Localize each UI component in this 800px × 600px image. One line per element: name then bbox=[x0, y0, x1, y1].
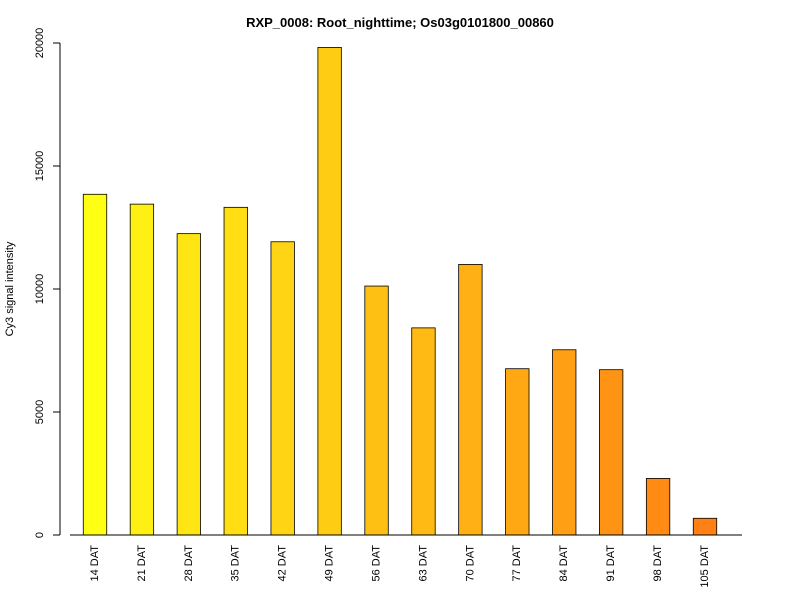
x-tick-label: 98 DAT bbox=[652, 545, 664, 582]
y-tick-label: 10000 bbox=[34, 274, 46, 305]
bar-28-dat bbox=[176, 233, 201, 536]
bar-70-dat bbox=[458, 263, 483, 536]
bar-63-dat bbox=[411, 327, 436, 536]
x-tick-label: 35 DAT bbox=[230, 545, 242, 582]
y-tick-label: 20000 bbox=[34, 28, 46, 59]
y-tick-label: 0 bbox=[34, 532, 46, 538]
x-tick-label: 105 DAT bbox=[699, 545, 711, 588]
bar-21-dat bbox=[129, 203, 155, 536]
chart-title: RXP_0008: Root_nighttime; Os03g0101800_0… bbox=[246, 15, 554, 30]
y-tick-label: 15000 bbox=[34, 151, 46, 182]
bar-98-dat bbox=[645, 478, 671, 536]
bar-105-dat bbox=[692, 517, 718, 536]
x-tick-label: 21 DAT bbox=[136, 545, 148, 582]
x-tick-label: 91 DAT bbox=[605, 545, 617, 582]
x-tick-label: 77 DAT bbox=[511, 545, 523, 582]
x-tick-label: 63 DAT bbox=[417, 545, 429, 582]
x-tick-label: 49 DAT bbox=[324, 545, 336, 582]
x-tick-label: 14 DAT bbox=[89, 545, 101, 582]
x-tick-label: 28 DAT bbox=[183, 545, 195, 582]
x-tick-label: 56 DAT bbox=[370, 545, 382, 582]
bar-77-dat bbox=[505, 368, 530, 536]
y-tick-label: 5000 bbox=[34, 400, 46, 424]
bar-42-dat bbox=[270, 241, 295, 536]
bar-14-dat bbox=[82, 193, 108, 536]
y-axis: 0 5000 10000 15000 20000 bbox=[34, 28, 61, 538]
x-tick-label: 84 DAT bbox=[558, 545, 570, 582]
y-axis-label: Cy3 signal intensity bbox=[4, 241, 16, 336]
bar-49-dat bbox=[317, 47, 342, 536]
x-axis: 14 DAT 21 DAT 28 DAT 35 DAT 42 DAT 49 DAT 56 D… bbox=[70, 534, 742, 588]
bars-group bbox=[82, 47, 718, 536]
bar-35-dat bbox=[223, 206, 248, 536]
bar-91-dat bbox=[599, 369, 624, 536]
bar-56-dat bbox=[364, 285, 389, 536]
bar-84-dat bbox=[552, 349, 577, 536]
x-tick-label: 70 DAT bbox=[464, 545, 476, 582]
x-tick-label: 42 DAT bbox=[277, 545, 289, 582]
